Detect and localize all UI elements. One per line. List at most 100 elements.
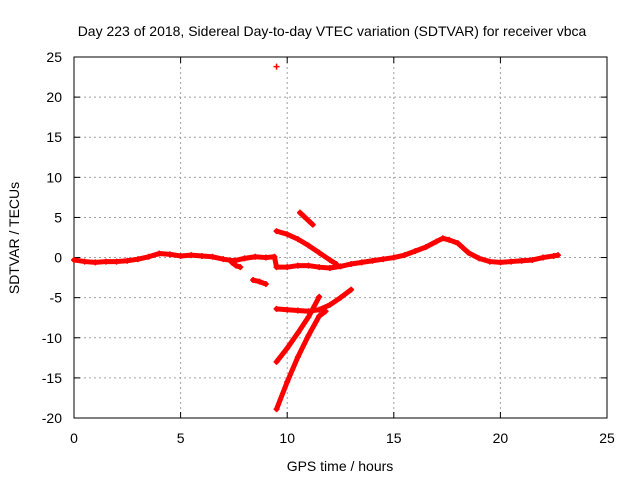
data-point bbox=[390, 254, 397, 261]
data-point bbox=[486, 258, 493, 265]
data-point bbox=[348, 286, 355, 293]
data-point bbox=[198, 252, 205, 259]
data-point bbox=[309, 221, 316, 228]
x-tick-label: 10 bbox=[279, 430, 295, 446]
y-tick-label: 25 bbox=[46, 49, 62, 65]
series-main-trace bbox=[71, 235, 561, 271]
data-point bbox=[322, 308, 329, 315]
data-point bbox=[124, 257, 131, 264]
data-point bbox=[380, 256, 387, 263]
data-point bbox=[401, 252, 408, 259]
data-point bbox=[92, 259, 99, 266]
data-point bbox=[273, 305, 280, 312]
data-point bbox=[273, 63, 280, 70]
data-point bbox=[326, 301, 333, 308]
y-tick-label: 10 bbox=[46, 169, 62, 185]
tick-label-layer: 0 5 10 15 20 25 -20 -15 -10 -5 0 5 10 15 20 25 bbox=[42, 49, 615, 446]
data-point bbox=[237, 264, 244, 271]
x-tick-label: 15 bbox=[386, 430, 402, 446]
data-point bbox=[113, 258, 120, 265]
series-dip-near-7-5-h bbox=[228, 259, 244, 271]
data-point bbox=[233, 262, 240, 269]
series-rising-arc-from-19 bbox=[273, 308, 329, 413]
data-point bbox=[294, 262, 301, 269]
x-axis-title: GPS time / hours bbox=[287, 458, 394, 474]
data-point bbox=[540, 254, 547, 261]
series-trace bbox=[297, 210, 316, 228]
data-point bbox=[454, 240, 461, 247]
data-point bbox=[369, 257, 376, 264]
x-tick-label: 0 bbox=[70, 430, 78, 446]
data-point bbox=[294, 329, 301, 336]
data-point bbox=[358, 259, 365, 266]
data-point bbox=[326, 264, 333, 271]
data-point bbox=[294, 354, 301, 361]
data-point bbox=[439, 235, 446, 242]
data-point bbox=[220, 256, 227, 263]
series-outlier bbox=[273, 63, 280, 70]
data-point bbox=[177, 252, 184, 259]
series-falling-arc-from-3-tecu bbox=[273, 228, 340, 267]
plot-frame bbox=[73, 56, 608, 419]
data-point bbox=[134, 256, 141, 263]
data-point bbox=[433, 238, 440, 245]
data-point bbox=[316, 293, 323, 300]
tick-layer bbox=[73, 56, 608, 419]
data-point bbox=[348, 260, 355, 267]
data-point bbox=[296, 209, 303, 216]
data-point bbox=[508, 258, 515, 265]
data-point bbox=[554, 252, 561, 259]
data-point bbox=[305, 262, 312, 269]
y-tick-label: 5 bbox=[54, 209, 62, 225]
data-point bbox=[305, 332, 312, 339]
data-point bbox=[166, 251, 173, 258]
data-point bbox=[273, 358, 280, 365]
data-point bbox=[71, 256, 77, 263]
data-point bbox=[294, 236, 301, 243]
y-tick-label: 0 bbox=[54, 250, 62, 266]
data-point bbox=[316, 264, 323, 271]
data-point bbox=[337, 263, 344, 270]
y-tick-label: 15 bbox=[46, 129, 62, 145]
data-point bbox=[305, 217, 312, 224]
data-point bbox=[476, 255, 483, 262]
data-point bbox=[284, 378, 291, 385]
x-tick-label: 25 bbox=[599, 430, 615, 446]
y-tick-label: -10 bbox=[42, 330, 62, 346]
data-point bbox=[284, 231, 291, 238]
data-point bbox=[305, 242, 312, 249]
chart-title: Day 223 of 2018, Sidereal Day-to-day VTE… bbox=[78, 23, 587, 39]
data-point bbox=[241, 255, 248, 262]
data-point bbox=[316, 313, 323, 320]
data-point bbox=[301, 213, 308, 220]
series-rising-arc-from-13 bbox=[273, 293, 323, 365]
data-point bbox=[284, 264, 291, 271]
data-point bbox=[209, 253, 216, 260]
data-point bbox=[271, 253, 278, 260]
data-point bbox=[188, 252, 195, 259]
y-axis-title: SDTVAR / TECUs bbox=[6, 182, 22, 294]
y-tick-label: -5 bbox=[50, 290, 63, 306]
data-point bbox=[262, 281, 269, 288]
data-point bbox=[102, 258, 109, 265]
data-point bbox=[284, 345, 291, 352]
data-point bbox=[262, 254, 269, 261]
data-point bbox=[446, 236, 453, 243]
marks-layer bbox=[71, 63, 561, 413]
data-point bbox=[326, 256, 333, 263]
y-tick-label: -20 bbox=[42, 410, 62, 426]
y-tick-label: -15 bbox=[42, 370, 62, 386]
data-point bbox=[497, 259, 504, 266]
data-point bbox=[81, 258, 88, 265]
data-point bbox=[252, 253, 259, 260]
data-point bbox=[284, 306, 291, 313]
series-segment-near-9-h bbox=[250, 277, 269, 288]
series-trace bbox=[274, 308, 329, 412]
data-point bbox=[273, 228, 280, 235]
data-point bbox=[412, 248, 419, 255]
data-point bbox=[250, 277, 257, 284]
data-point bbox=[228, 259, 235, 266]
x-tick-label: 5 bbox=[177, 430, 185, 446]
